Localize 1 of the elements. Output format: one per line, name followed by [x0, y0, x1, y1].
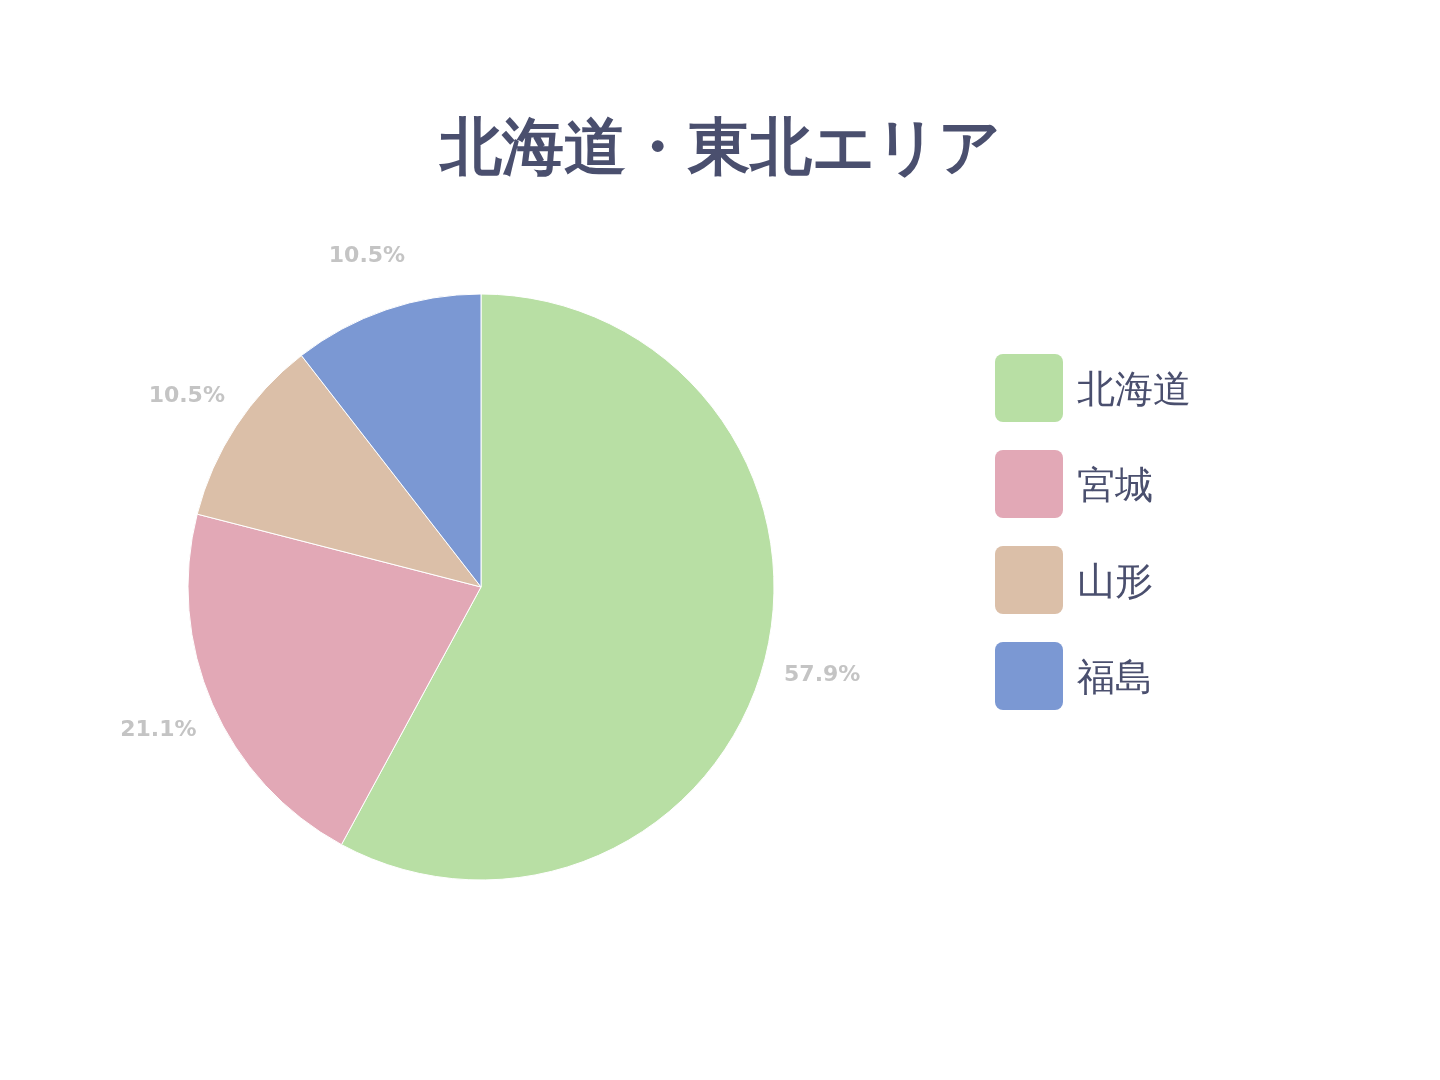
- title: 北海道・東北エリア: [439, 110, 1001, 183]
